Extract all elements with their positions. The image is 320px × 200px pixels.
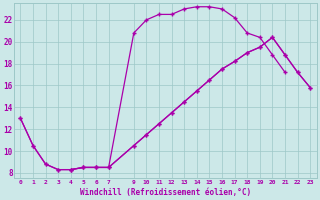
X-axis label: Windchill (Refroidissement éolien,°C): Windchill (Refroidissement éolien,°C): [80, 188, 251, 197]
